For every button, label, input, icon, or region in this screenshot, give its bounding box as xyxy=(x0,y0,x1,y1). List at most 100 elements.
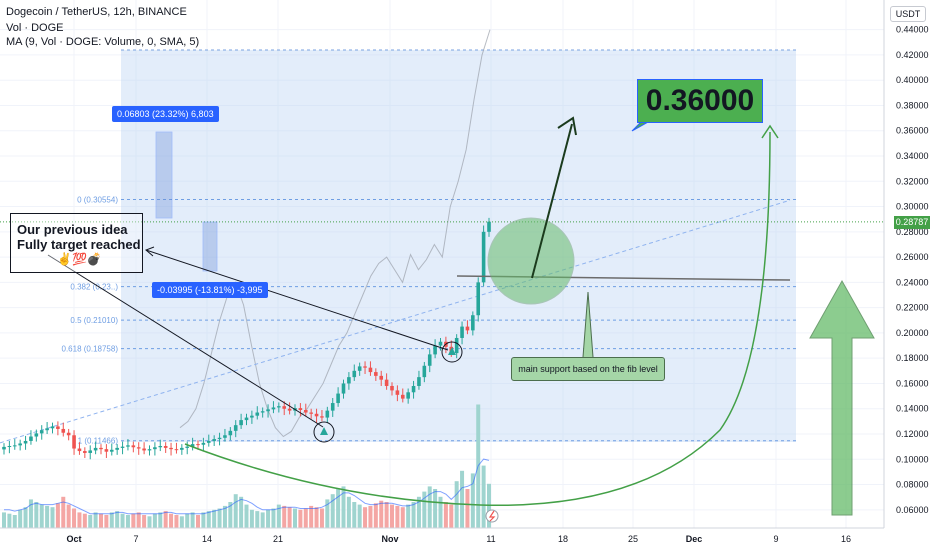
candle-body xyxy=(384,379,389,386)
y-tick-label: 0.06000 xyxy=(896,505,929,515)
symbol-title[interactable]: Dogecoin / TetherUS, 12h, BINANCE xyxy=(6,6,187,18)
volume-bar xyxy=(120,513,125,528)
candle-body xyxy=(239,420,243,426)
x-tick-label: Dec xyxy=(686,534,703,544)
x-axis[interactable]: Oct 7 14 21 Nov 11 18 25 Dec 9 16 xyxy=(0,527,884,544)
volume-bar xyxy=(282,505,287,528)
x-tick-label: 16 xyxy=(841,534,851,544)
candle-body xyxy=(320,416,324,418)
target-arrow-line xyxy=(531,123,573,279)
candle-body xyxy=(471,315,475,331)
candle-body xyxy=(379,375,384,380)
candle-body xyxy=(180,447,184,450)
volume-bar xyxy=(260,512,265,528)
volume-bar xyxy=(395,505,400,528)
volume-bar xyxy=(244,504,249,528)
candle-body xyxy=(206,440,211,443)
volume-bar xyxy=(233,494,238,528)
volume-bar xyxy=(28,499,33,528)
fib-level-label: 0.5 (0.21010) xyxy=(70,316,118,325)
volume-bar xyxy=(115,511,120,528)
marker-circle-1 xyxy=(313,421,335,443)
volume-bar xyxy=(142,515,147,528)
volume-bar xyxy=(330,494,335,528)
projection-arc xyxy=(184,131,771,507)
volume-bar xyxy=(400,507,405,528)
y-tick-label: 0.26000 xyxy=(896,252,929,262)
ma-legend[interactable]: MA (9, Vol · DOGE: Volume, 0, SMA, 5) xyxy=(6,36,200,48)
candle-body xyxy=(277,406,281,408)
volume-bar xyxy=(352,502,357,528)
volume-bar xyxy=(163,511,168,528)
volume-ma-line xyxy=(4,458,490,515)
candle-body xyxy=(233,425,238,431)
candle-body xyxy=(303,409,308,413)
idea-line-1: Our previous idea xyxy=(17,222,128,237)
candle-body xyxy=(39,430,44,434)
volume-bar xyxy=(212,509,217,528)
volume-bar xyxy=(325,499,330,528)
y-axis[interactable]: 0.44000 0.42000 0.40000 0.38000 0.36000 0.340… xyxy=(883,0,929,528)
volume-bar xyxy=(152,513,157,528)
volume-bar xyxy=(266,509,271,528)
candle-body xyxy=(266,409,270,412)
y-tick-label: 0.36000 xyxy=(896,126,929,136)
candle-body xyxy=(298,408,303,410)
y-tick-label: 0.34000 xyxy=(896,151,929,161)
candle-body xyxy=(422,365,427,378)
candle-body xyxy=(115,447,119,450)
volume-bar xyxy=(55,503,60,528)
idea-arrow-2-head xyxy=(145,246,155,257)
volume-bar xyxy=(443,502,448,528)
candle-body xyxy=(34,433,39,437)
support-callout-pointer xyxy=(582,291,594,358)
idea-arrow-1 xyxy=(47,254,324,428)
volume-bar xyxy=(470,473,475,528)
candle-body xyxy=(185,446,190,448)
support-circle xyxy=(487,217,575,305)
candle-body xyxy=(400,394,405,399)
volume-bar xyxy=(66,504,71,528)
candle-body xyxy=(88,450,93,453)
candle-body xyxy=(460,326,464,338)
y-tick-label: 0.28000 xyxy=(896,227,929,237)
volume-bar xyxy=(82,513,87,528)
volume-bar xyxy=(72,508,77,528)
idea-emojis: ✌️💯💣 xyxy=(57,252,102,266)
y-tick-label: 0.44000 xyxy=(896,25,929,35)
volume-bar xyxy=(217,508,222,528)
volume-bar xyxy=(196,515,200,528)
fib-level-label: 0.618 (0.18758) xyxy=(62,345,119,354)
candle-body xyxy=(368,367,373,373)
volume-bar xyxy=(228,502,233,528)
candle-body xyxy=(244,417,249,421)
currency-badge[interactable]: USDT xyxy=(890,6,926,22)
candle-body xyxy=(196,444,200,446)
volume-bar xyxy=(201,512,206,528)
candle-body xyxy=(93,447,98,451)
volume-bar xyxy=(303,508,308,528)
volume-bar xyxy=(147,516,152,528)
volume-bar xyxy=(136,512,141,528)
volume-bar xyxy=(18,509,23,528)
idea-line-2: Fully target reached xyxy=(17,237,141,252)
support-note: main support based on the fib level xyxy=(511,357,665,381)
marker-circle-2 xyxy=(441,341,463,363)
fib-level-label: 0.382 (0.23..) xyxy=(70,283,118,292)
volume-bar xyxy=(61,496,66,528)
volume-bar xyxy=(319,508,324,528)
candle-body xyxy=(212,439,216,441)
volume-bar xyxy=(45,505,50,528)
volume-bar xyxy=(185,513,190,528)
measure-down-box xyxy=(202,221,218,272)
volume-bar xyxy=(460,470,465,528)
big-up-arrow xyxy=(809,279,875,516)
volume-bar xyxy=(276,504,281,528)
volume-legend[interactable]: Vol · DOGE xyxy=(6,22,64,34)
candle-body xyxy=(153,447,157,450)
volume-bar xyxy=(39,504,44,528)
candle-body xyxy=(136,447,141,449)
volume-bar xyxy=(373,503,378,528)
